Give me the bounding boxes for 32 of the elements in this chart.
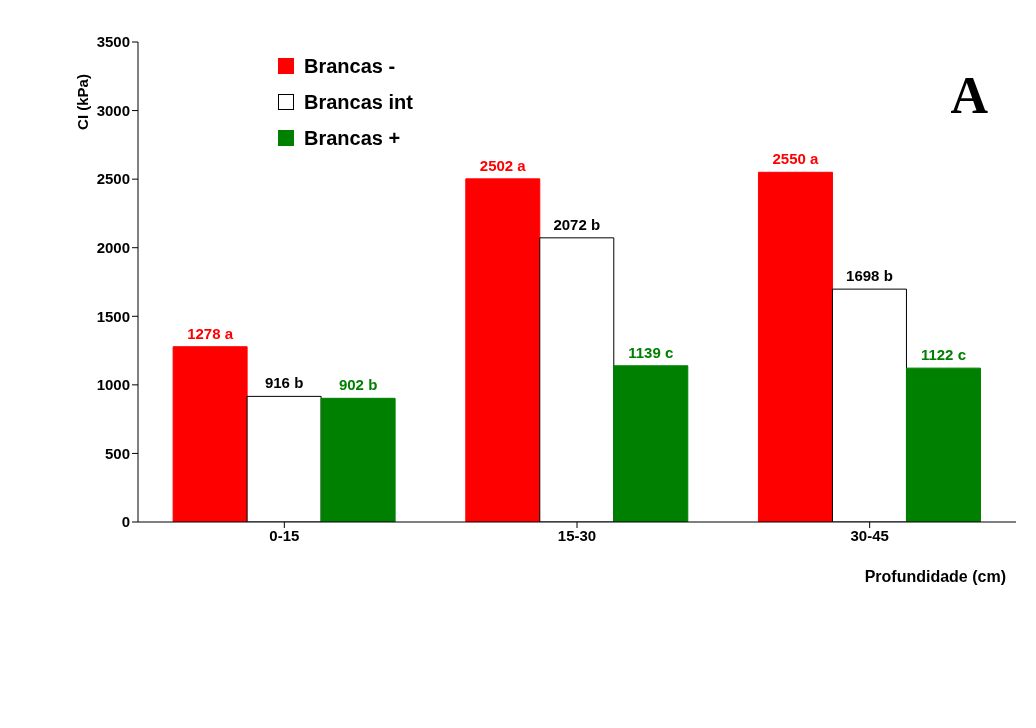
x-tick-label: 30-45 [850,526,889,544]
x-axis-title: Profundidade (cm) [864,568,1006,585]
bar [465,178,541,522]
data-label: 1698 b [846,267,893,285]
legend-label: Brancas int [304,90,413,114]
bar [172,346,248,522]
annotation: A [950,66,988,125]
legend-label: Brancas - [304,54,396,78]
y-tick-label: 2500 [96,170,130,188]
bar [320,397,396,522]
y-tick-label: 3500 [96,33,130,51]
data-label: 2072 b [553,215,601,233]
x-tick-label: 15-30 [557,526,597,544]
data-label: 916 b [264,374,304,392]
y-tick-label: 500 [104,444,130,462]
data-label: 1122 c [920,346,966,364]
data-label: 1139 c [628,343,674,361]
data-label: 2502 a [479,156,527,174]
bar [613,365,689,522]
legend-label: Brancas + [304,126,401,150]
bar [757,171,833,522]
y-tick-label: 0 [121,513,130,531]
data-label: 1278 a [187,324,234,342]
y-axis-title: CI (kPa) [73,74,91,130]
y-tick-label: 3000 [96,101,130,119]
y-tick-label: 2000 [96,239,130,257]
data-label: 902 b [338,376,378,394]
y-tick-label: 1000 [96,376,130,394]
bar [905,367,981,522]
x-tick-label: 0-15 [269,526,300,544]
y-tick-label: 1500 [96,307,130,325]
data-label: 2550 a [772,150,820,168]
